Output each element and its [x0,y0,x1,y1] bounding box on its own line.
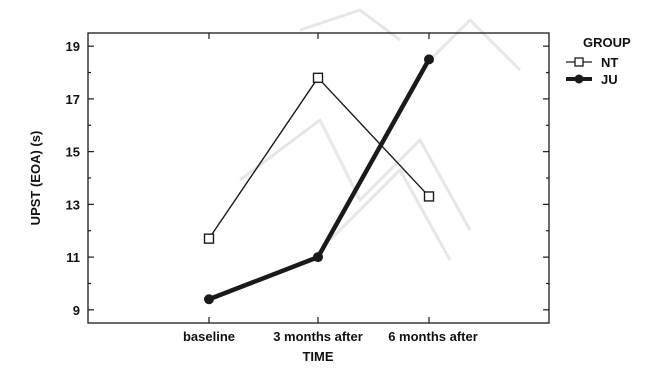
y-tick-label-9: 9 [73,303,80,318]
data-point-ju-2 [424,54,434,65]
legend: GROUP NT JU [566,35,631,87]
y-axis: 9 11 13 15 17 19 [66,33,549,323]
data-point-nt-2 [423,191,435,202]
data-point-nt-1 [312,72,324,84]
data-point-ju-0 [204,294,214,305]
x-tick-label-3-months-after: 3 months after [273,329,363,344]
legend-title: GROUP [583,35,631,50]
legend-marker-nt [574,57,584,67]
y-axis-title: UPST (EOA) (s) [28,131,43,226]
y-tick-label-15: 15 [66,145,80,160]
x-tick-label-6-months-after: 6 months after [388,329,478,344]
x-tick-label-baseline: baseline [183,329,235,344]
y-tick-label-11: 11 [66,250,80,265]
y-tick-label-17: 17 [66,92,80,107]
series-layer [203,54,435,305]
data-point-nt-0 [203,233,215,244]
x-axis-title: TIME [302,349,333,364]
y-tick-label-19: 19 [66,39,80,54]
legend-label-ju: JU [601,72,618,87]
watermark [239,8,522,261]
legend-label-nt: NT [601,55,618,70]
x-axis: baseline 3 months after 6 months after [183,329,478,344]
series-line-nt [208,77,430,240]
legend-marker-ju [574,74,584,84]
data-point-ju-1 [313,252,323,263]
y-tick-label-13: 13 [66,197,80,212]
